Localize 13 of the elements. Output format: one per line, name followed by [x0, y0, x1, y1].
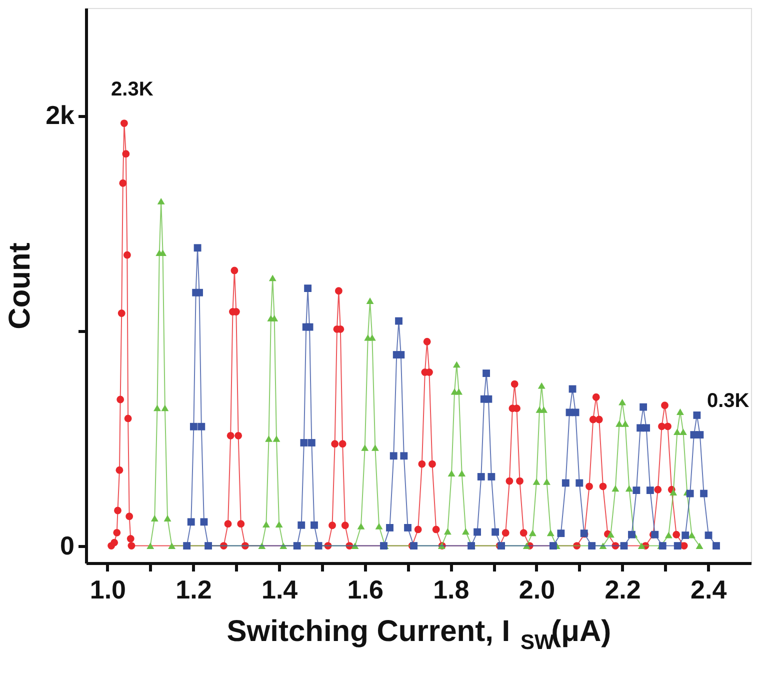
x-tick-label: 1.4	[261, 574, 298, 604]
y-tick-label: 0	[60, 530, 74, 560]
x-tick-label: 2.0	[518, 574, 556, 604]
x-tick-label: 1.8	[433, 574, 470, 604]
x-tick-label: 2.2	[604, 574, 641, 604]
x-tick-label: 2.4	[690, 574, 728, 604]
x-tick-label: 1.6	[347, 574, 384, 604]
annotation: 2.3K	[111, 78, 154, 100]
x-tick-label: 1.0	[90, 574, 126, 604]
annotation: 0.3K	[706, 390, 750, 412]
y-axis-title: Count	[4, 242, 37, 330]
y-tick-label: 2k	[46, 100, 76, 130]
x-tick-label: 1.2	[176, 574, 212, 604]
